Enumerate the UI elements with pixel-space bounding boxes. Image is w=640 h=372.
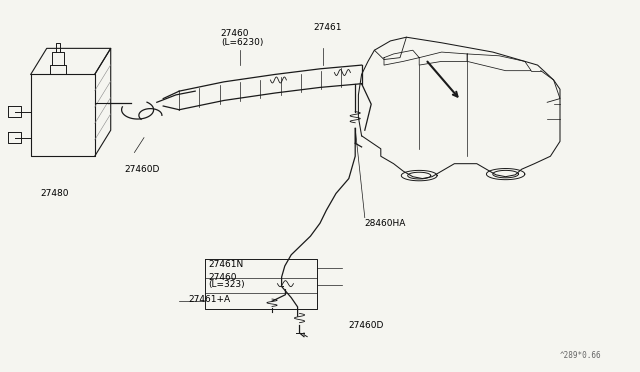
Text: 27460: 27460 <box>221 29 250 38</box>
Text: ^289*0.66: ^289*0.66 <box>560 351 602 360</box>
Text: 27460: 27460 <box>208 273 237 282</box>
Text: 27461N: 27461N <box>208 260 243 269</box>
Text: 28460HA: 28460HA <box>365 219 406 228</box>
Text: 27461: 27461 <box>314 23 342 32</box>
Text: (L=323): (L=323) <box>208 280 244 289</box>
Text: (L=6230): (L=6230) <box>221 38 263 47</box>
Text: 27460D: 27460D <box>349 321 384 330</box>
Text: 27480: 27480 <box>40 189 68 198</box>
Text: 27460D: 27460D <box>125 165 160 174</box>
Text: 27461+A: 27461+A <box>189 295 231 304</box>
